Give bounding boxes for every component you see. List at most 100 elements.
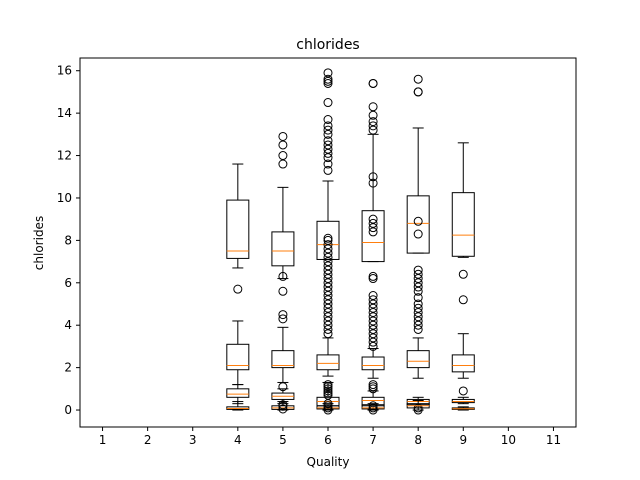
x-tick-label: 9 xyxy=(459,433,467,447)
outlier-point xyxy=(323,74,333,84)
box-plot xyxy=(361,78,385,263)
box-plot xyxy=(226,320,250,386)
x-tick-label: 1 xyxy=(99,433,107,447)
outlier-point xyxy=(278,382,288,392)
box-plot xyxy=(226,401,250,411)
outlier-point xyxy=(233,284,243,294)
outlier-point xyxy=(413,216,423,226)
outlier-point xyxy=(323,121,333,131)
outlier-point xyxy=(323,125,333,135)
iqr-box xyxy=(451,192,475,257)
y-tick-label: 14 xyxy=(57,106,72,120)
outlier-point xyxy=(368,295,378,305)
box-plot xyxy=(271,131,295,280)
box-plot xyxy=(451,142,475,305)
chart-title: chlorides xyxy=(296,37,359,53)
outlier-point xyxy=(323,384,333,394)
outlier-point xyxy=(413,293,423,303)
iqr-box xyxy=(406,195,430,254)
outlier-point xyxy=(278,131,288,141)
outlier-point xyxy=(368,117,378,127)
outlier-point xyxy=(368,405,378,415)
box-plot xyxy=(406,265,430,379)
outlier-point xyxy=(323,159,333,169)
y-tick-label: 6 xyxy=(64,276,72,290)
outlier-point xyxy=(323,115,333,124)
outlier-point xyxy=(368,380,378,390)
outlier-point xyxy=(278,404,288,414)
outlier-point xyxy=(323,282,333,292)
outlier-point xyxy=(368,121,378,131)
outlier-point xyxy=(458,386,468,396)
outlier-point xyxy=(368,214,378,224)
outlier-point xyxy=(323,403,333,413)
box-plot xyxy=(451,406,475,411)
outlier-point xyxy=(413,269,423,279)
iqr-box xyxy=(361,356,385,371)
outlier-point xyxy=(458,295,468,305)
iqr-box xyxy=(226,388,250,398)
outlier-point xyxy=(323,386,333,396)
x-tick-label: 10 xyxy=(501,433,516,447)
box-plot xyxy=(406,74,430,254)
y-tick-label: 16 xyxy=(57,64,72,78)
y-tick-label: 2 xyxy=(64,361,72,375)
outlier-point xyxy=(278,140,288,150)
x-tick-label: 11 xyxy=(546,433,561,447)
x-tick-label: 2 xyxy=(144,433,152,447)
box-plot xyxy=(271,271,295,383)
outlier-point xyxy=(323,405,333,415)
outlier-point xyxy=(323,382,333,392)
outlier-point xyxy=(413,303,423,313)
y-tick-label: 12 xyxy=(57,149,72,163)
y-tick-label: 0 xyxy=(64,403,72,417)
outlier-point xyxy=(278,271,288,281)
x-tick-label: 4 xyxy=(234,433,242,447)
y-tick-label: 10 xyxy=(57,191,72,205)
iqr-box xyxy=(271,350,295,369)
outlier-point xyxy=(323,140,333,150)
x-tick-label: 7 xyxy=(369,433,377,447)
box-plot xyxy=(271,400,295,414)
box-plot xyxy=(316,68,340,284)
outlier-point xyxy=(368,102,378,112)
iqr-box xyxy=(316,220,340,260)
iqr-box xyxy=(406,398,430,406)
box-plot xyxy=(316,278,340,377)
x-tick-label: 5 xyxy=(279,433,287,447)
outlier-point xyxy=(368,401,378,411)
x-tick-label: 8 xyxy=(414,433,422,447)
x-tick-label: 6 xyxy=(324,433,332,447)
outlier-point xyxy=(323,68,333,78)
outlier-point xyxy=(368,382,378,392)
x-tick-label: 3 xyxy=(189,433,197,447)
outlier-point xyxy=(368,178,378,188)
outlier-point xyxy=(323,78,333,88)
outlier-point xyxy=(323,278,333,288)
outlier-point xyxy=(278,314,288,324)
outlier-point xyxy=(323,98,333,108)
outlier-point xyxy=(413,265,423,275)
iqr-box xyxy=(226,199,250,259)
outlier-point xyxy=(278,151,288,161)
outlier-point xyxy=(413,74,423,84)
outlier-point xyxy=(323,235,333,245)
iqr-box xyxy=(451,398,475,404)
outlier-point xyxy=(458,269,468,279)
outlier-point xyxy=(413,87,423,97)
outlier-point xyxy=(368,172,378,182)
box-plot xyxy=(361,401,385,415)
outlier-point xyxy=(368,384,378,394)
box-plot xyxy=(361,271,385,379)
iqr-box xyxy=(271,231,295,267)
iqr-box xyxy=(406,350,430,369)
iqr-box xyxy=(226,343,250,371)
box-plot xyxy=(226,384,250,405)
outlier-point xyxy=(368,403,378,413)
outlier-point xyxy=(368,274,378,284)
plot-area xyxy=(226,68,475,415)
box-plot xyxy=(226,163,250,294)
box-plot xyxy=(451,333,475,379)
outlier-point xyxy=(368,218,378,228)
